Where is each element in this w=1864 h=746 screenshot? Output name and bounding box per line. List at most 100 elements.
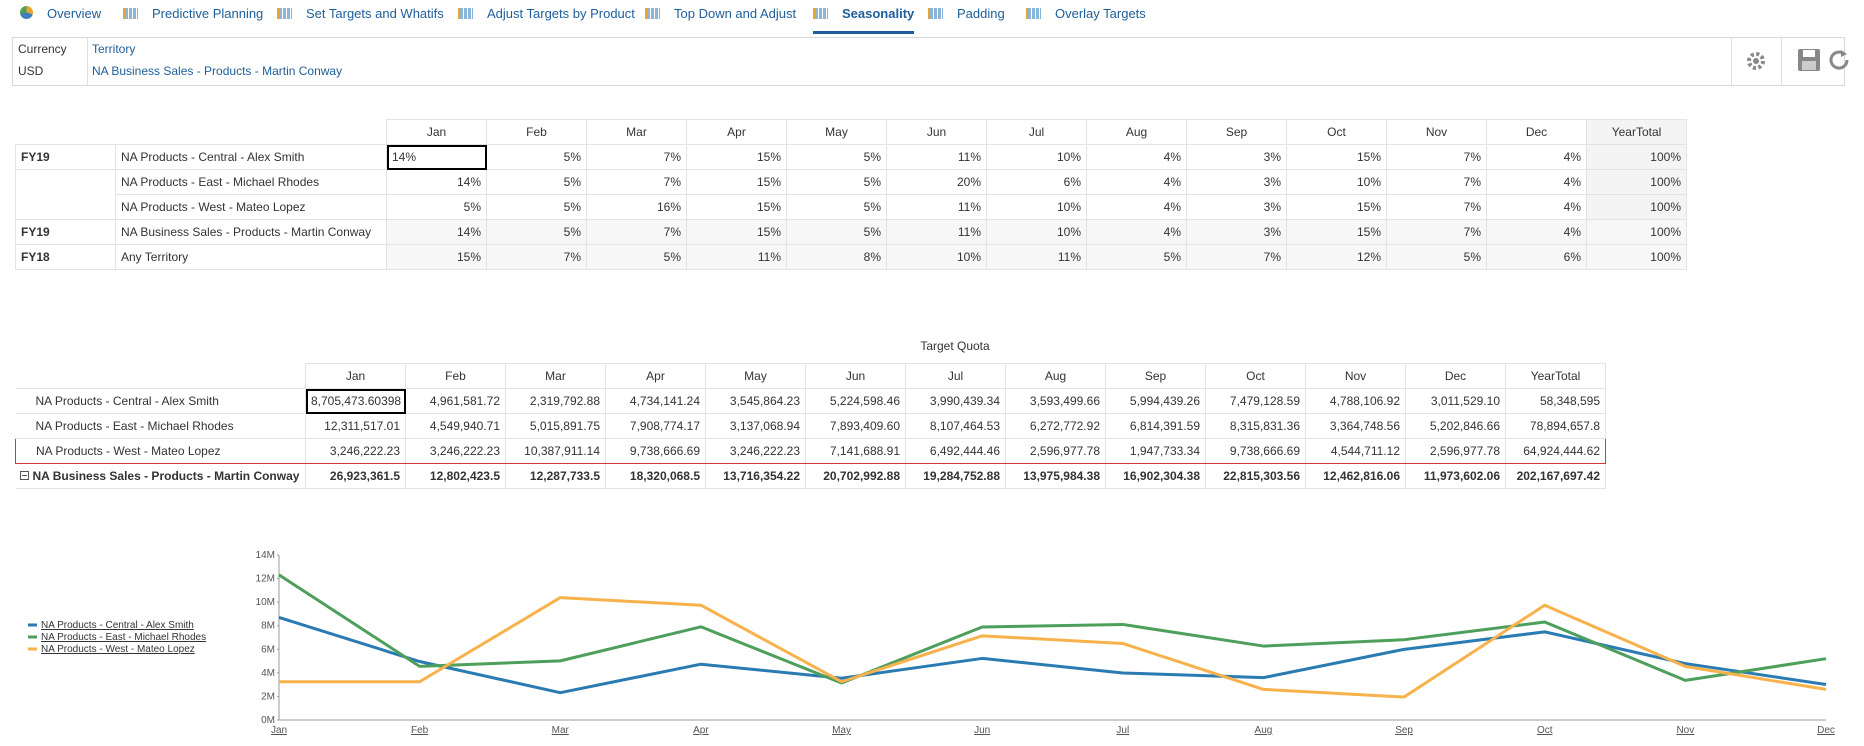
x-tick-label[interactable]: Jan <box>271 725 287 736</box>
x-tick-label[interactable]: Apr <box>693 725 709 736</box>
cell[interactable]: 5,202,846.66 <box>1405 413 1506 439</box>
cell[interactable]: 7,908,774.17 <box>605 413 706 439</box>
cell[interactable]: 15% <box>686 169 787 195</box>
cell[interactable]: 3% <box>1186 169 1287 195</box>
settings-icon[interactable] <box>1745 50 1767 72</box>
tab[interactable]: Top Down and Adjust <box>645 0 796 31</box>
cell[interactable]: 5,994,439.26 <box>1105 388 1206 414</box>
cell[interactable]: 16% <box>586 194 687 220</box>
cell[interactable]: 4% <box>1086 169 1187 195</box>
cell[interactable]: 14% <box>386 169 487 195</box>
legend-label[interactable]: NA Products - West - Mateo Lopez <box>41 644 195 655</box>
currency-value[interactable]: USD <box>18 64 44 78</box>
cell[interactable]: 11% <box>886 144 987 170</box>
refresh-icon[interactable] <box>1827 48 1851 72</box>
x-tick-label[interactable]: Mar <box>552 725 570 736</box>
cell[interactable]: 3,364,748.56 <box>1305 413 1406 439</box>
cell[interactable]: 4% <box>1486 144 1587 170</box>
cell[interactable]: 7% <box>1386 194 1487 220</box>
cell[interactable]: 15% <box>686 144 787 170</box>
cell[interactable]: 6,814,391.59 <box>1105 413 1206 439</box>
x-tick-label[interactable]: Nov <box>1676 725 1694 736</box>
tab[interactable]: Padding <box>928 0 1005 31</box>
cell[interactable]: 4,961,581.72 <box>405 388 506 414</box>
cell[interactable]: 8,705,473.60398 <box>305 388 406 414</box>
cell[interactable]: 2,596,977.78 <box>1005 438 1106 464</box>
cell[interactable]: 15% <box>1286 144 1387 170</box>
tab-label[interactable]: Top Down and Adjust <box>674 6 797 21</box>
tab-label[interactable]: Padding <box>957 6 1005 21</box>
cell[interactable]: 8,315,831.36 <box>1205 413 1306 439</box>
cell[interactable]: 5% <box>786 144 887 170</box>
cell[interactable]: 1,947,733.34 <box>1105 438 1206 464</box>
cell[interactable]: 5% <box>786 194 887 220</box>
cell[interactable]: 7,141,688.91 <box>805 438 906 464</box>
cell[interactable]: 6,492,444.46 <box>905 438 1006 464</box>
legend-label[interactable]: NA Products - Central - Alex Smith <box>41 620 194 631</box>
cell[interactable]: 3,137,068.94 <box>705 413 806 439</box>
cell[interactable]: 4,734,141.24 <box>605 388 706 414</box>
cell[interactable]: 6% <box>986 169 1087 195</box>
x-tick-label[interactable]: Feb <box>411 725 429 736</box>
tab[interactable]: Overview <box>20 0 101 31</box>
cell[interactable]: 3,545,864.23 <box>705 388 806 414</box>
legend-label[interactable]: NA Products - East - Michael Rhodes <box>41 632 206 643</box>
cell[interactable]: 4,549,940.71 <box>405 413 506 439</box>
cell[interactable]: 3% <box>1186 144 1287 170</box>
cell[interactable]: 4% <box>1086 144 1187 170</box>
cell[interactable]: 5% <box>386 194 487 220</box>
cell[interactable]: 3,990,439.34 <box>905 388 1006 414</box>
cell[interactable]: 3% <box>1186 194 1287 220</box>
x-tick-label[interactable]: Oct <box>1537 725 1553 736</box>
tab-label[interactable]: Predictive Planning <box>152 6 264 21</box>
cell[interactable]: 3,246,222.23 <box>705 438 806 464</box>
tab-label[interactable]: Overview <box>47 6 102 21</box>
cell[interactable]: 5% <box>486 194 587 220</box>
territory-value[interactable]: NA Business Sales - Products - Martin Co… <box>92 64 343 78</box>
cell[interactable]: 9,738,666.69 <box>605 438 706 464</box>
cell[interactable]: 10,387,911.14 <box>505 438 606 464</box>
x-tick-label[interactable]: Aug <box>1255 725 1273 736</box>
cell[interactable]: 11% <box>886 194 987 220</box>
x-tick-label[interactable]: Jul <box>1116 725 1129 736</box>
tab[interactable]: Overlay Targets <box>1026 0 1146 31</box>
tab-label[interactable]: Set Targets and Whatifs <box>306 6 444 21</box>
cell[interactable]: 10% <box>986 144 1087 170</box>
x-tick-label[interactable]: Jun <box>974 725 990 736</box>
cell[interactable]: 4% <box>1486 169 1587 195</box>
tab-label[interactable]: Overlay Targets <box>1055 6 1146 21</box>
cell[interactable]: 3,246,222.23 <box>405 438 506 464</box>
cell[interactable]: 2,319,792.88 <box>505 388 606 414</box>
cell[interactable]: 5,224,598.46 <box>805 388 906 414</box>
cell[interactable]: 7% <box>1386 169 1487 195</box>
cell[interactable]: 6,272,772.92 <box>1005 413 1106 439</box>
cell[interactable]: 5% <box>786 169 887 195</box>
save-icon[interactable] <box>1797 48 1821 72</box>
cell[interactable]: 7% <box>586 144 687 170</box>
cell[interactable]: 15% <box>686 194 787 220</box>
tab[interactable]: Adjust Targets by Product <box>458 0 635 31</box>
tab[interactable]: Seasonality <box>813 0 915 34</box>
cell[interactable]: 14% <box>386 144 487 170</box>
cell[interactable]: 3,246,222.23 <box>305 438 406 464</box>
cell[interactable]: 7% <box>586 169 687 195</box>
cell[interactable]: 4,788,106.92 <box>1305 388 1406 414</box>
x-tick-label[interactable]: May <box>832 725 851 736</box>
cell[interactable]: 2,596,977.78 <box>1405 438 1506 464</box>
cell[interactable]: 4% <box>1486 194 1587 220</box>
cell[interactable]: 5,015,891.75 <box>505 413 606 439</box>
cell[interactable]: 7,893,409.60 <box>805 413 906 439</box>
cell[interactable]: 3,593,499.66 <box>1005 388 1106 414</box>
cell[interactable]: 5% <box>486 169 587 195</box>
cell[interactable]: 4% <box>1086 194 1187 220</box>
cell[interactable]: 15% <box>1286 194 1387 220</box>
cell[interactable]: 10% <box>1286 169 1387 195</box>
cell[interactable]: 12,311,517.01 <box>305 413 406 439</box>
cell[interactable]: 4,544,711.12 <box>1305 438 1406 464</box>
cell[interactable]: 5% <box>486 144 587 170</box>
cell[interactable]: 20% <box>886 169 987 195</box>
cell[interactable]: 8,107,464.53 <box>905 413 1006 439</box>
tab-label[interactable]: Seasonality <box>842 6 915 21</box>
cell[interactable]: 3,011,529.10 <box>1405 388 1506 414</box>
tab[interactable]: Set Targets and Whatifs <box>277 0 444 31</box>
